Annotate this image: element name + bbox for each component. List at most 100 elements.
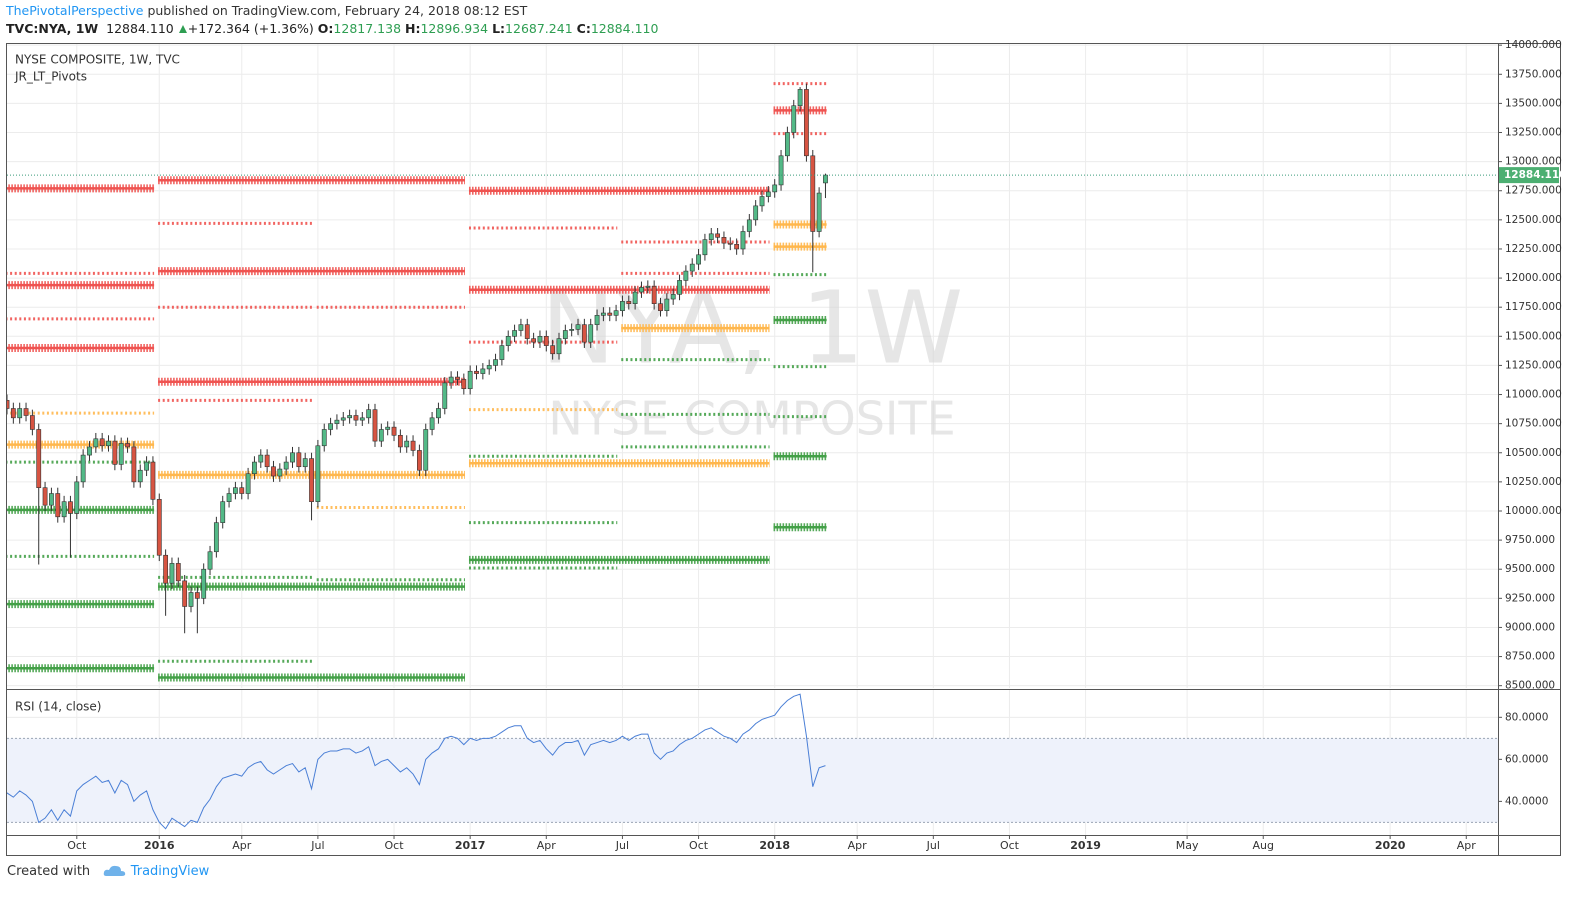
x-tick-label: 2020: [1375, 839, 1406, 852]
y-tick-label: 12000.000: [1505, 272, 1562, 284]
candle-body: [194, 592, 200, 599]
candle-body: [816, 192, 822, 232]
candle-body: [626, 301, 632, 304]
open-label: O:: [317, 21, 334, 36]
candle-body: [23, 408, 29, 416]
watermark-sub: NYSE COMPOSITE: [548, 392, 955, 446]
candle-body: [765, 191, 771, 197]
axes: Oct 2016 Apr Jul Oct 2017 Apr Jul Oct 2018 Apr Jul O…: [67, 39, 1566, 852]
y-tick-label: 12500.000: [1505, 214, 1562, 226]
candle-body: [74, 481, 80, 514]
candle-body: [309, 458, 314, 502]
last-price-label: 12884.110: [1504, 169, 1566, 181]
candle-body: [175, 563, 181, 582]
y-tick-label: 11500.000: [1505, 330, 1562, 342]
candle-body: [594, 315, 600, 325]
candle-body: [385, 426, 391, 430]
y-tick-label: 9250.000: [1505, 592, 1555, 604]
y-tick-label: 10250.000: [1505, 476, 1562, 488]
candle-body: [423, 429, 429, 471]
candle-body: [791, 105, 797, 133]
publisher-link[interactable]: ThePivotalPerspective: [6, 3, 144, 18]
candle-body: [17, 408, 23, 419]
candle-body: [163, 554, 169, 584]
x-tick-label: 2019: [1070, 839, 1101, 852]
y-tick-label: 11250.000: [1505, 359, 1562, 371]
candle-body: [188, 592, 194, 607]
candle-body: [683, 270, 689, 281]
candle-body: [125, 443, 130, 448]
frame: [6, 43, 1561, 856]
y-tick-label: 9000.000: [1505, 621, 1555, 633]
y-tick-label: 8500.000: [1505, 680, 1555, 692]
rsi-title: RSI (14, close): [15, 700, 101, 714]
candle-body: [42, 487, 48, 506]
candle-body: [239, 487, 245, 494]
y-tick-label: 11000.000: [1505, 389, 1562, 401]
candle-body: [258, 454, 264, 463]
candle-body: [201, 568, 207, 599]
y-tick-label: 13250.000: [1505, 127, 1562, 139]
x-tick-label: Oct: [385, 839, 405, 852]
candle-body: [645, 285, 651, 288]
candle-body: [810, 155, 816, 232]
candle-body: [639, 287, 644, 293]
x-tick-label: Apr: [232, 839, 252, 852]
candle-body: [106, 440, 111, 447]
candle-body: [651, 285, 657, 304]
candle-body: [734, 244, 740, 250]
candle-body: [746, 219, 752, 232]
candle-body: [397, 434, 403, 448]
candle-body: [93, 438, 99, 448]
candle-body: [404, 440, 410, 448]
candle-body: [480, 368, 486, 374]
candle-body: [213, 522, 219, 553]
candle-body: [512, 330, 517, 337]
high-value: 12896.934: [420, 21, 489, 36]
candle-body: [708, 233, 714, 240]
candle-body: [581, 324, 587, 343]
candle-body: [715, 233, 721, 238]
tradingview-logo: [103, 865, 125, 876]
y-tick-label: 10750.000: [1505, 418, 1562, 430]
candle-body: [366, 409, 372, 419]
chart: NYA, 1W NYSE COMPOSITE Oct 2016 Apr Jul Oct 2…: [6, 39, 1566, 856]
x-tick-label: Apr: [1457, 839, 1477, 852]
candle-body: [721, 237, 727, 244]
candle-body: [68, 501, 73, 514]
candle-body: [169, 563, 175, 584]
candle-body: [797, 89, 803, 107]
x-tick-label: May: [1176, 839, 1199, 852]
candle-body: [144, 461, 149, 471]
close-value: 12884.110: [590, 21, 659, 36]
candle-body: [264, 454, 270, 468]
candle-body: [753, 205, 759, 221]
candle-body: [518, 324, 524, 331]
candle-body: [600, 312, 606, 316]
candle-body: [448, 376, 454, 384]
candle-body: [588, 324, 594, 343]
price-pane: [7, 82, 1498, 682]
low-label: L:: [492, 21, 506, 36]
candle-body: [391, 426, 397, 436]
x-tick-label: 2017: [455, 839, 486, 852]
candle-body: [486, 365, 492, 370]
candle-body: [620, 301, 625, 311]
x-tick-label: Jul: [615, 839, 629, 852]
candle-body: [575, 324, 581, 330]
x-tick-label: Apr: [848, 839, 868, 852]
tradingview-link[interactable]: TradingView: [130, 864, 210, 879]
candle-body: [290, 452, 295, 463]
candle-body: [664, 298, 670, 311]
candle-body: [474, 370, 479, 374]
y-tick-label: 60.0000: [1505, 753, 1548, 765]
candle-body: [823, 174, 828, 184]
candle-body: [531, 338, 537, 343]
candle-body: [505, 336, 511, 346]
x-tick-label: 2016: [144, 839, 175, 852]
candle-body: [49, 493, 54, 506]
up-arrow-icon: [178, 25, 187, 33]
candle-body: [772, 184, 778, 193]
close-label: C:: [576, 21, 591, 36]
